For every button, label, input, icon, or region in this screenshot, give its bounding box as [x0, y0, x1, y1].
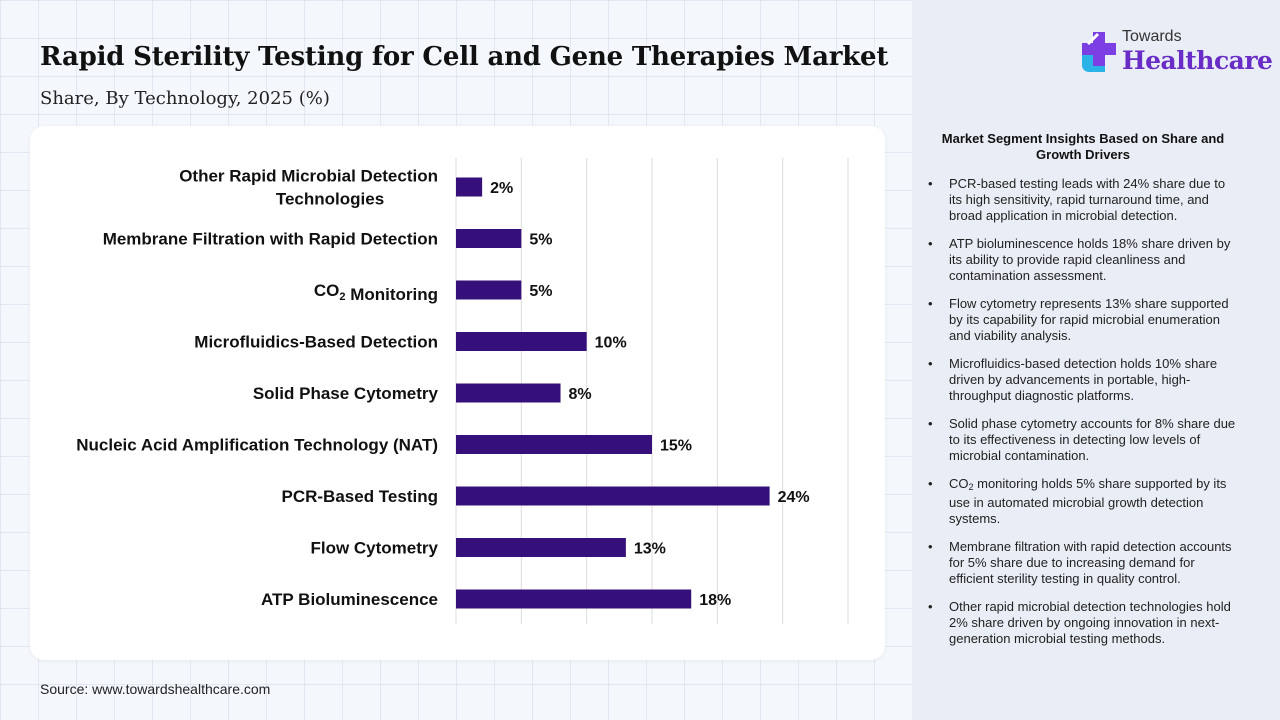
source-note: Source: www.towardshealthcare.com: [40, 681, 271, 697]
logo-text-top: Towards: [1122, 28, 1182, 45]
data-label: 8%: [569, 386, 592, 403]
bar: [456, 280, 522, 300]
category-label: Membrane Filtration with Rapid Detection: [103, 230, 438, 249]
insight-item: ATP bioluminescence holds 18% share driv…: [926, 236, 1240, 284]
insights-title-line: Growth Drivers: [1036, 147, 1130, 162]
insights-list: PCR-based testing leads with 24% share d…: [926, 176, 1240, 659]
logo-text-main: Healthcare: [1122, 46, 1273, 75]
category-label: Flow Cytometry: [310, 539, 438, 558]
data-label: 15%: [660, 438, 692, 455]
data-label: 5%: [529, 232, 552, 249]
data-label: 10%: [595, 335, 627, 352]
category-label: ATP Bioluminescence: [261, 590, 438, 609]
brand-logo: Towards Healthcare: [1080, 28, 1273, 78]
category-label: PCR-Based Testing: [282, 487, 439, 506]
chart-card: 2% Other Rapid Microbial Detection Technol…: [30, 126, 885, 660]
insight-item: CO2 monitoring holds 5% share supported …: [926, 476, 1240, 527]
page-subtitle: Share, By Technology, 2025 (%): [40, 88, 330, 109]
insight-item: Microfluidics-based detection holds 10% …: [926, 356, 1240, 404]
bar: [456, 435, 652, 454]
bar: [456, 486, 770, 506]
category-label: Other Rapid Microbial Detection: [179, 167, 438, 186]
bar: [456, 538, 626, 557]
insight-item: Solid phase cytometry accounts for 8% sh…: [926, 416, 1240, 464]
data-label: 5%: [529, 283, 552, 300]
category-label: Solid Phase Cytometry: [253, 384, 439, 403]
category-label: Nucleic Acid Amplification Technology (N…: [76, 436, 438, 455]
medical-cross-icon: [1082, 32, 1116, 72]
bar: [456, 177, 483, 197]
category-label: Technologies: [276, 190, 384, 209]
bar: [456, 332, 587, 351]
insights-title-line: Market Segment Insights Based on Share a…: [941, 131, 1225, 146]
page-title: Rapid Sterility Testing for Cell and Gen…: [40, 42, 889, 72]
insight-item: Other rapid microbial detection technolo…: [926, 599, 1240, 647]
data-label: 13%: [634, 541, 666, 558]
bar: [456, 589, 692, 609]
category-label: CO2 Monitoring: [314, 281, 438, 304]
data-label: 2%: [490, 180, 513, 197]
data-label: 24%: [778, 489, 810, 506]
category-label: Microfluidics-Based Detection: [194, 333, 438, 352]
data-label: 18%: [699, 592, 731, 609]
bar-chart: 2% Other Rapid Microbial Detection Technol…: [76, 158, 849, 624]
bar: [456, 383, 561, 403]
insight-item: PCR-based testing leads with 24% share d…: [926, 176, 1240, 224]
bar: [456, 229, 522, 248]
insight-item: Membrane filtration with rapid detection…: [926, 539, 1240, 587]
insight-item: Flow cytometry represents 13% share supp…: [926, 296, 1240, 344]
insights-title: Market Segment Insights Based on Share a…: [920, 131, 1246, 163]
